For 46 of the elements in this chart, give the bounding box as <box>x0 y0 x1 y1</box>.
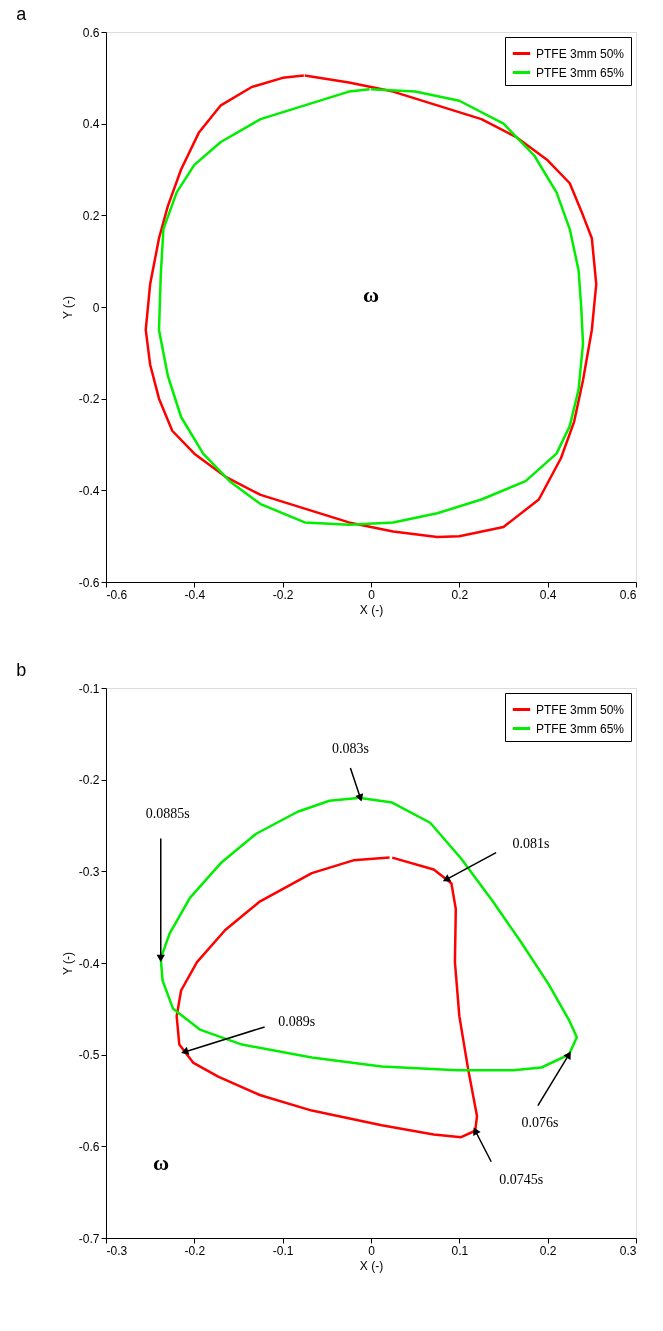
y-tick-label: -0.4 <box>78 483 100 498</box>
legend-label: PTFE 3mm 65% <box>536 721 625 736</box>
y-tick-label: 0 <box>92 300 100 315</box>
chart-title: b <box>16 660 27 680</box>
annotation: 0.081s <box>512 835 550 851</box>
x-tick-label: 0.2 <box>539 1243 557 1258</box>
chart-title: a <box>16 4 28 24</box>
y-tick-label: -0.2 <box>78 773 100 788</box>
y-tick-label: -0.1 <box>78 681 100 696</box>
legend-label: PTFE 3mm 50% <box>536 46 625 61</box>
annotation: ω <box>152 1150 170 1175</box>
x-tick-label: 0 <box>368 587 376 602</box>
y-axis-title: Y (-) <box>60 951 75 976</box>
y-tick-label: -0.6 <box>78 575 100 590</box>
x-tick-label: -0.1 <box>272 1243 294 1258</box>
annotation: 0.0885s <box>145 806 190 822</box>
y-tick-label: 0.2 <box>82 208 100 223</box>
y-tick-label: -0.4 <box>78 956 100 971</box>
annotation: 0.076s <box>521 1114 559 1130</box>
x-tick-label: 0.3 <box>619 1243 637 1258</box>
x-tick-label: 0.1 <box>451 1243 469 1258</box>
x-tick-label: -0.2 <box>184 1243 206 1258</box>
y-tick-label: -0.3 <box>78 864 100 879</box>
x-tick-label: -0.3 <box>106 1243 128 1258</box>
x-tick-label: -0.2 <box>272 587 294 602</box>
x-axis-title: X (-) <box>359 1258 384 1273</box>
y-tick-label: -0.5 <box>78 1048 100 1063</box>
y-tick-label: 0.6 <box>82 25 100 40</box>
x-tick-label: 0 <box>368 1243 376 1258</box>
y-axis-title: Y (-) <box>60 295 75 320</box>
legend-label: PTFE 3mm 65% <box>536 65 625 80</box>
y-tick-label: -0.7 <box>78 1231 100 1246</box>
x-tick-label: -0.6 <box>106 587 128 602</box>
x-tick-label: 0.6 <box>619 587 637 602</box>
y-tick-label: -0.6 <box>78 1139 100 1154</box>
y-tick-label: -0.2 <box>78 392 100 407</box>
annotation: 0.0745s <box>499 1171 544 1187</box>
annotation: ω <box>362 282 380 307</box>
y-tick-label: 0.4 <box>82 117 100 132</box>
x-axis-title: X (-) <box>359 602 384 617</box>
x-tick-label: 0.4 <box>539 587 557 602</box>
legend-label: PTFE 3mm 50% <box>536 702 625 717</box>
x-tick-label: -0.4 <box>184 587 206 602</box>
annotation: 0.083s <box>331 741 369 756</box>
annotation: 0.089s <box>278 1013 316 1029</box>
x-tick-label: 0.2 <box>451 587 469 602</box>
